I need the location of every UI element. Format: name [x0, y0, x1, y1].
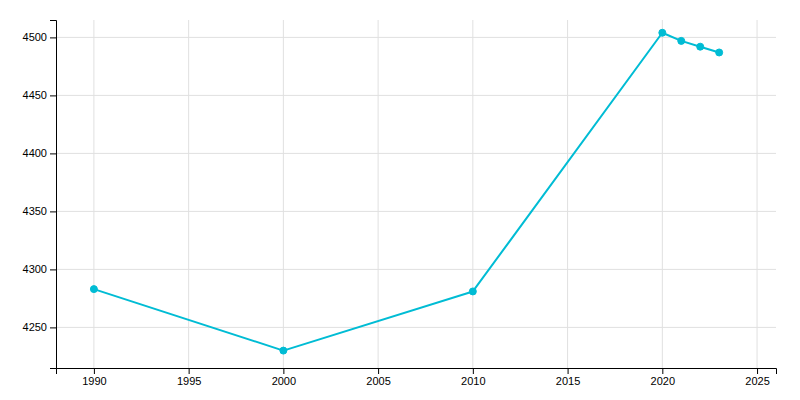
tick-label: 4350 — [23, 205, 47, 217]
tick: 4300 — [23, 263, 56, 275]
tick-mark — [50, 95, 56, 96]
tick-mark — [50, 327, 56, 328]
tick-label: 2020 — [651, 375, 675, 387]
grid-line — [662, 20, 663, 368]
point — [280, 347, 287, 354]
tick: 2020 — [651, 368, 675, 387]
axis-line — [57, 369, 777, 375]
point — [678, 37, 685, 44]
grid-line — [378, 20, 379, 368]
x-axis: 1990 1995 2000 2005 2010 2015 2020 2025 — [57, 368, 777, 387]
tick-label: 2025 — [745, 375, 769, 387]
grid-line — [56, 95, 776, 96]
tick: 2000 — [272, 368, 296, 387]
tick-mark — [378, 368, 379, 374]
grid-line — [56, 153, 776, 154]
tick-mark — [662, 368, 663, 374]
grid-line — [93, 20, 94, 368]
plot: 1990 1995 2000 2005 2010 2015 2020 2025 4250 4300… — [23, 20, 777, 387]
tick-mark — [283, 368, 284, 374]
grid-line — [56, 211, 776, 212]
tick-label: 2005 — [366, 375, 390, 387]
tick-mark — [473, 368, 474, 374]
tick-mark — [50, 269, 56, 270]
tick-label: 1995 — [177, 375, 201, 387]
tick-label: 4400 — [23, 147, 47, 159]
grid-line — [472, 20, 473, 368]
grid-line — [757, 20, 758, 368]
tick-mark — [757, 368, 758, 374]
tick-mark — [189, 368, 190, 374]
tick-mark — [50, 153, 56, 154]
tick: 2015 — [556, 368, 580, 387]
point — [90, 286, 97, 293]
tick-mark — [50, 211, 56, 212]
tick-label: 2000 — [272, 375, 296, 387]
chart: 1990 1995 2000 2005 2010 2015 2020 2025 4250 4300… — [0, 0, 800, 400]
tick: 4400 — [23, 147, 56, 159]
tick: 1990 — [82, 368, 106, 387]
tick-label: 4500 — [23, 31, 47, 43]
tick-mark — [94, 368, 95, 374]
tick-label: 2015 — [556, 375, 580, 387]
grid — [56, 20, 776, 368]
tick-label: 4250 — [23, 321, 47, 333]
line — [94, 33, 719, 351]
axis-line — [50, 21, 57, 369]
tick-label: 4300 — [23, 263, 47, 275]
marks — [90, 29, 722, 354]
tick-label: 2010 — [461, 375, 485, 387]
tick-label: 4450 — [23, 89, 47, 101]
y-axis: 4250 4300 4350 4400 4450 4500 — [23, 21, 57, 369]
point — [469, 288, 476, 295]
grid-line — [283, 20, 284, 368]
point — [659, 29, 666, 36]
grid-line — [56, 37, 776, 38]
tick-mark — [568, 368, 569, 374]
point — [697, 43, 704, 50]
grid-line — [188, 20, 189, 368]
grid-line — [56, 269, 776, 270]
grid-line — [567, 20, 568, 368]
tick: 2025 — [745, 368, 769, 387]
tick-mark — [50, 37, 56, 38]
tick: 2005 — [366, 368, 390, 387]
tick: 2010 — [461, 368, 485, 387]
tick: 4450 — [23, 89, 56, 101]
tick: 4500 — [23, 31, 56, 43]
tick: 4350 — [23, 205, 56, 217]
point — [716, 49, 723, 56]
tick-label: 1990 — [82, 375, 106, 387]
tick: 1995 — [177, 368, 201, 387]
tick: 4250 — [23, 321, 56, 333]
grid-line — [56, 327, 776, 328]
